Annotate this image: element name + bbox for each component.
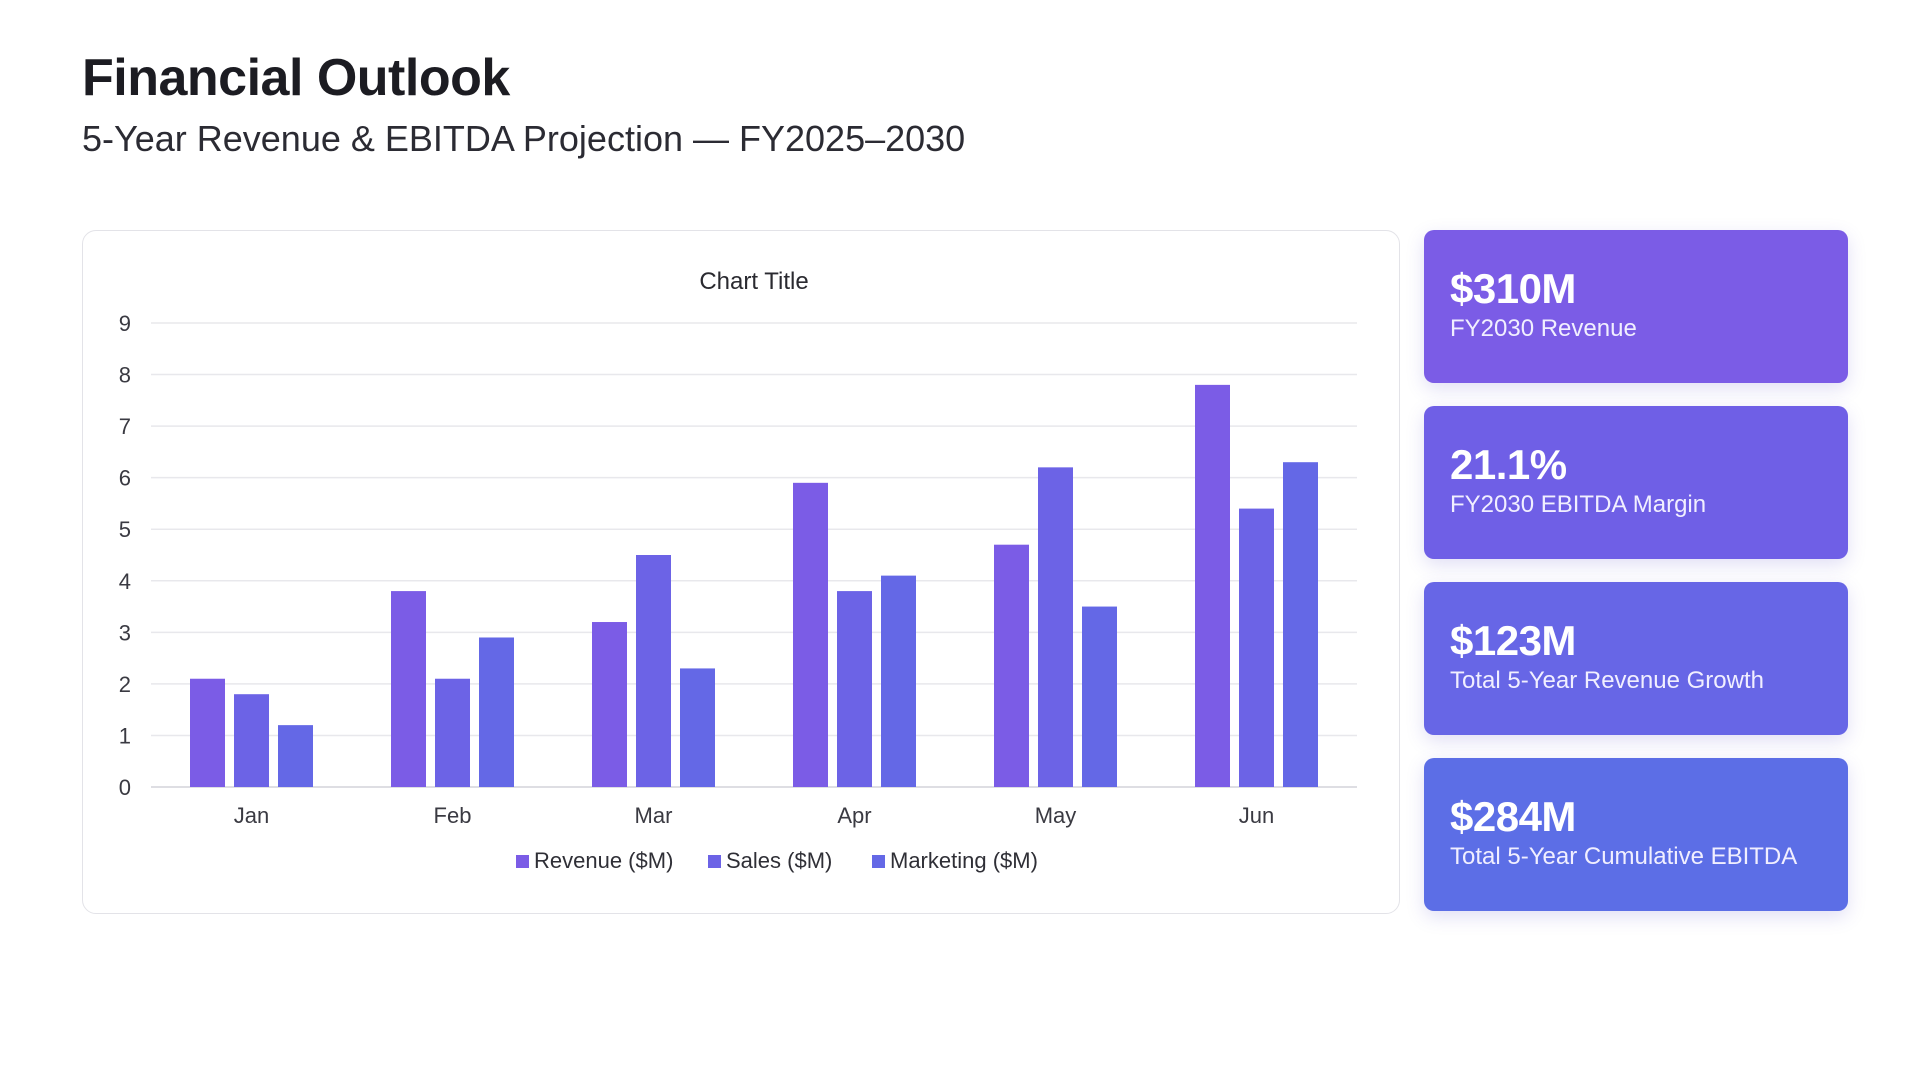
- kpi-card-revenue-growth: $123M Total 5-Year Revenue Growth: [1424, 582, 1848, 735]
- y-tick-label: 6: [119, 466, 131, 491]
- y-tick-label: 0: [119, 775, 131, 800]
- bar-marketing-jun: [1283, 462, 1318, 787]
- x-tick-label: Apr: [837, 803, 871, 828]
- bar-sales-apr: [837, 591, 872, 787]
- legend-label: Revenue ($M): [534, 848, 673, 873]
- y-tick-label: 5: [119, 517, 131, 542]
- chart-title: Chart Title: [699, 268, 808, 295]
- y-tick-label: 3: [119, 620, 131, 645]
- chart-card: Chart Title 0 1 2 3 4 5 6 7 8 9 Jan Feb Mar Apr May Jun R…: [82, 230, 1400, 914]
- kpi-stack: $310M FY2030 Revenue 21.1% FY2030 EBITDA…: [1424, 230, 1848, 934]
- bar-revenue-may: [994, 544, 1029, 787]
- bar-chart: Chart Title 0 1 2 3 4 5 6 7 8 9 Jan Feb Mar Apr May Jun R…: [119, 268, 1357, 873]
- kpi-value: $310M: [1450, 265, 1576, 312]
- y-tick-label: 2: [119, 672, 131, 697]
- kpi-value: $123M: [1450, 617, 1576, 664]
- bar-marketing-apr: [881, 575, 916, 787]
- bar-revenue-jan: [190, 678, 225, 787]
- y-tick-label: 4: [119, 569, 131, 594]
- bar-marketing-may: [1082, 606, 1117, 787]
- x-tick-label: Mar: [635, 803, 673, 828]
- kpi-card-ebitda-margin: 21.1% FY2030 EBITDA Margin: [1424, 406, 1848, 559]
- bar-marketing-mar: [680, 668, 715, 787]
- legend-label: Sales ($M): [726, 848, 832, 873]
- legend-swatch: [516, 855, 529, 868]
- y-tick-label: 7: [119, 414, 131, 439]
- legend-swatch: [708, 855, 721, 868]
- bar-revenue-feb: [391, 591, 426, 787]
- bar-sales-jan: [234, 694, 269, 787]
- page-subtitle: 5-Year Revenue & EBITDA Projection — FY2…: [82, 118, 966, 159]
- y-tick-label: 1: [119, 723, 131, 748]
- kpi-card-cumulative-ebitda: $284M Total 5-Year Cumulative EBITDA: [1424, 758, 1848, 911]
- bar-marketing-jan: [278, 725, 313, 787]
- x-tick-label: Feb: [434, 803, 472, 828]
- bar-revenue-mar: [592, 622, 627, 787]
- bar-sales-jun: [1239, 508, 1274, 787]
- kpi-value: 21.1%: [1450, 441, 1567, 488]
- page-title: Financial Outlook: [82, 49, 510, 107]
- x-tick-label: Jan: [234, 803, 269, 828]
- y-tick-label: 9: [119, 311, 131, 336]
- x-tick-label: Jun: [1239, 803, 1274, 828]
- kpi-value: $284M: [1450, 793, 1576, 840]
- bar-revenue-jun: [1195, 384, 1230, 787]
- legend-label: Marketing ($M): [890, 848, 1038, 873]
- bar-sales-feb: [435, 678, 470, 787]
- legend-swatch: [872, 855, 885, 868]
- x-tick-label: May: [1035, 803, 1077, 828]
- bar-revenue-apr: [793, 482, 828, 787]
- bar-marketing-feb: [479, 637, 514, 787]
- kpi-label: Total 5-Year Cumulative EBITDA: [1450, 843, 1798, 870]
- bar-sales-may: [1038, 467, 1073, 787]
- kpi-label: Total 5-Year Revenue Growth: [1450, 667, 1764, 694]
- bar-sales-mar: [636, 555, 671, 787]
- kpi-label: FY2030 Revenue: [1450, 315, 1637, 342]
- y-tick-label: 8: [119, 363, 131, 388]
- kpi-label: FY2030 EBITDA Margin: [1450, 491, 1707, 518]
- kpi-card-fy2030-revenue: $310M FY2030 Revenue: [1424, 230, 1848, 383]
